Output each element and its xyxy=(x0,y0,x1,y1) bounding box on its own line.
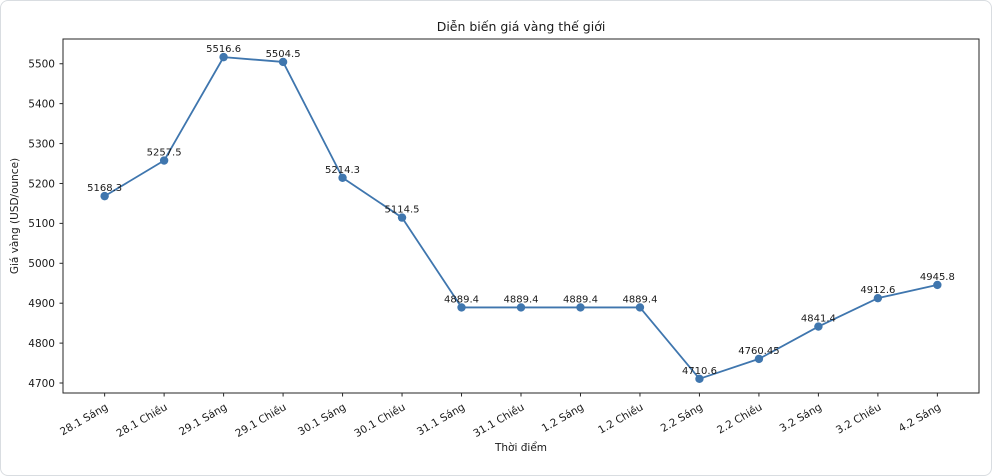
x-tick-label: 1.2 Sáng xyxy=(540,401,586,435)
x-tick-label: 1.2 Chiều xyxy=(596,401,645,436)
data-point-label: 5168.3 xyxy=(87,183,122,194)
x-tick-label: 29.1 Chiều xyxy=(233,401,288,440)
x-tick-label: 2.2 Chiều xyxy=(715,401,764,436)
data-point xyxy=(933,280,942,290)
x-tick-label: 4.2 Sáng xyxy=(897,401,943,435)
x-tick-label: 31.1 Sáng xyxy=(415,401,467,438)
y-tick-label: 4700 xyxy=(28,378,55,390)
data-point xyxy=(754,354,764,364)
data-point-label: 4889.4 xyxy=(444,294,479,305)
y-tick-label: 5200 xyxy=(28,178,55,190)
x-tick-label: 3.2 Sáng xyxy=(778,401,824,435)
data-point-label: 5214.3 xyxy=(325,165,360,176)
data-point xyxy=(516,303,526,312)
data-point-label: 4889.4 xyxy=(563,294,598,305)
data-point xyxy=(873,293,883,303)
chart-title: Diễn biến giá vàng thế giới xyxy=(437,19,606,34)
data-point xyxy=(278,57,288,67)
y-tick-label: 4800 xyxy=(28,338,55,350)
data-point-label: 5114.5 xyxy=(385,205,420,216)
x-tick-label: 28.1 Chiều xyxy=(114,401,169,440)
price-line xyxy=(103,56,939,380)
data-point-label: 5257.5 xyxy=(147,148,182,159)
y-axis-label: Giá vàng (USD/ounce) xyxy=(9,158,21,274)
data-point xyxy=(457,303,466,312)
data-point xyxy=(576,303,585,312)
y-tick-label: 5100 xyxy=(28,218,55,230)
y-tick-label: 4900 xyxy=(28,298,55,310)
data-point-label: 4889.4 xyxy=(504,294,539,305)
x-axis-label: Thời điểm xyxy=(494,441,547,454)
x-tick-label: 31.1 Chiều xyxy=(471,401,526,440)
data-point-label: 4841.4 xyxy=(801,314,836,325)
data-point xyxy=(338,173,347,182)
data-point xyxy=(159,156,169,165)
data-point xyxy=(397,213,407,222)
data-point-label: 5504.5 xyxy=(266,49,301,60)
data-point xyxy=(635,303,645,312)
x-tick-label: 29.1 Sáng xyxy=(177,401,229,438)
x-tick-label: 30.1 Chiều xyxy=(352,401,407,440)
data-point xyxy=(814,322,823,331)
data-point xyxy=(100,191,109,201)
x-tick-label: 30.1 Sáng xyxy=(296,401,348,438)
data-point-label: 4889.4 xyxy=(622,294,657,305)
data-point-label: 5516.6 xyxy=(206,44,241,55)
axes-frame xyxy=(62,38,980,394)
x-tick-label: 28.1 Sáng xyxy=(58,401,110,438)
plot-area: 4700 4800 4900 5000 5100 5200 5300 5400 5500 28.1… xyxy=(28,38,980,440)
y-tick-label: 5300 xyxy=(28,138,55,150)
data-point-label: 4945.8 xyxy=(920,272,955,283)
data-point xyxy=(219,52,228,62)
data-point-label: 4912.6 xyxy=(860,285,895,296)
y-tick-label: 5500 xyxy=(28,59,55,71)
x-tick-label: 2.2 Sáng xyxy=(659,401,705,435)
data-point-label: 4760.45 xyxy=(738,346,779,357)
y-tick-label: 5400 xyxy=(28,98,55,110)
y-tick-label: 5000 xyxy=(28,258,55,270)
data-point xyxy=(695,374,704,383)
data-point-label: 4710.6 xyxy=(682,366,717,377)
x-tick-label: 3.2 Chiều xyxy=(834,401,883,436)
